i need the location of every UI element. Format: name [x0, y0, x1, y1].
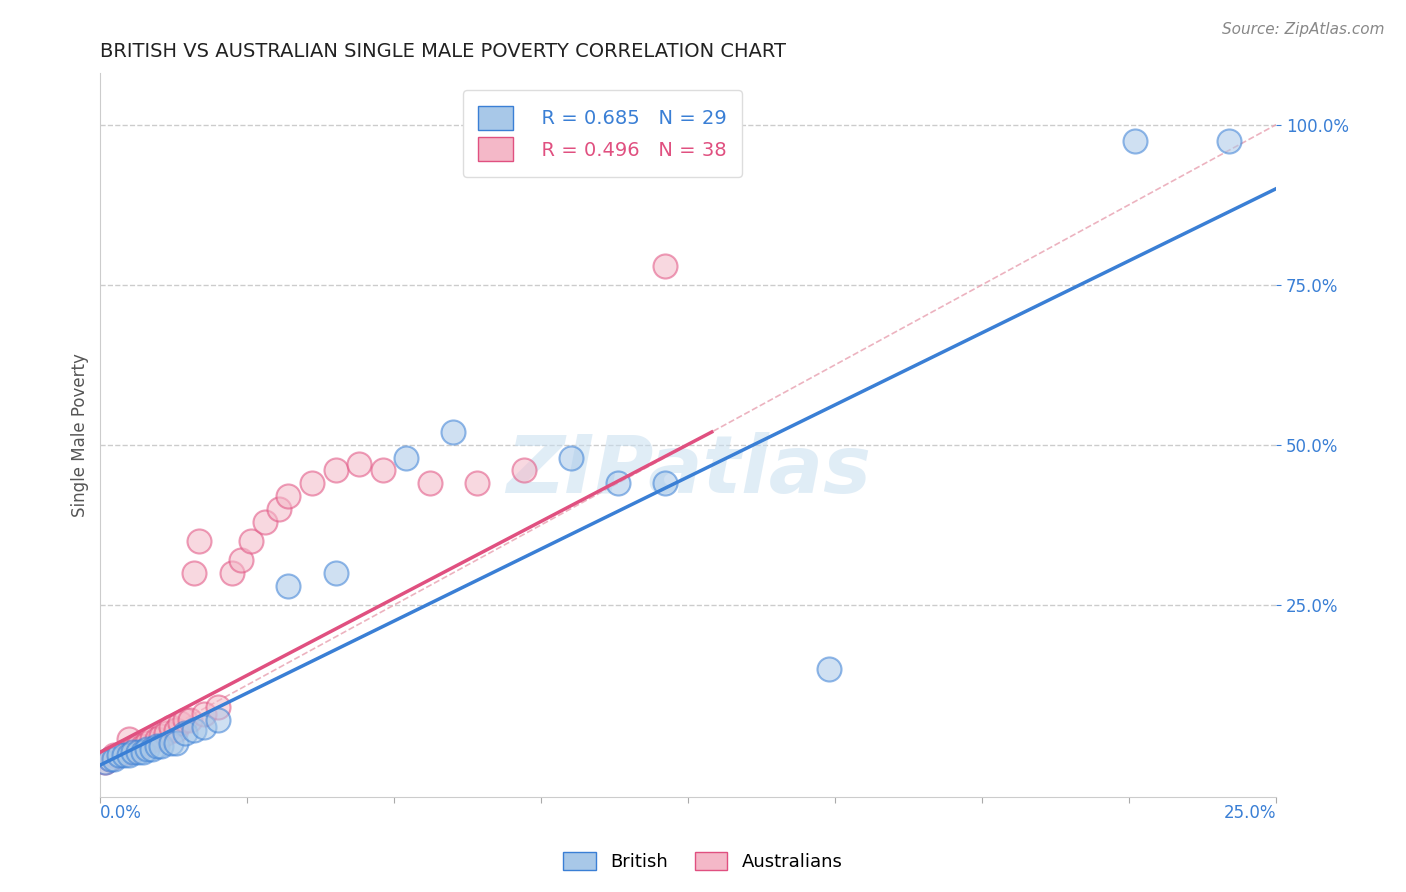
Point: [183, 566, 205, 580]
Point: [127, 739, 149, 753]
Point: [169, 716, 191, 731]
Text: BRITISH VS AUSTRALIAN SINGLE MALE POVERTY CORRELATION CHART: BRITISH VS AUSTRALIAN SINGLE MALE POVERT…: [100, 42, 786, 61]
Point: [253, 515, 276, 529]
Point: [179, 713, 201, 727]
Point: [94, 755, 117, 769]
Text: 0.0%: 0.0%: [100, 804, 142, 822]
Point: [277, 579, 299, 593]
Text: 25.0%: 25.0%: [1223, 804, 1277, 822]
Point: [606, 476, 628, 491]
Point: [141, 732, 163, 747]
Point: [117, 745, 139, 759]
Point: [1123, 134, 1146, 148]
Point: [347, 457, 370, 471]
Point: [165, 735, 187, 749]
Point: [150, 729, 173, 743]
Legend:   R = 0.685   N = 29,   R = 0.496   N = 38: R = 0.685 N = 29, R = 0.496 N = 38: [463, 90, 742, 177]
Point: [122, 745, 145, 759]
Point: [94, 755, 117, 769]
Point: [221, 566, 243, 580]
Point: [131, 745, 153, 759]
Point: [146, 739, 169, 753]
Point: [654, 476, 676, 491]
Point: [155, 726, 177, 740]
Point: [193, 720, 215, 734]
Point: [512, 463, 534, 477]
Point: [108, 748, 131, 763]
Point: [127, 745, 149, 759]
Point: [183, 723, 205, 737]
Point: [174, 713, 197, 727]
Point: [207, 700, 229, 714]
Point: [103, 748, 125, 763]
Point: [818, 662, 841, 676]
Text: Source: ZipAtlas.com: Source: ZipAtlas.com: [1222, 22, 1385, 37]
Point: [465, 476, 488, 491]
Point: [654, 259, 676, 273]
Point: [441, 425, 464, 439]
Point: [165, 723, 187, 737]
Point: [193, 706, 215, 721]
Y-axis label: Single Male Poverty: Single Male Poverty: [72, 353, 89, 517]
Point: [117, 732, 139, 747]
Point: [136, 742, 159, 756]
Point: [98, 751, 121, 765]
Point: [174, 726, 197, 740]
Point: [160, 720, 183, 734]
Point: [160, 735, 183, 749]
Text: ZIPatlas: ZIPatlas: [506, 433, 870, 510]
Point: [108, 748, 131, 763]
Point: [131, 739, 153, 753]
Point: [267, 501, 290, 516]
Point: [150, 739, 173, 753]
Point: [560, 450, 582, 465]
Point: [103, 751, 125, 765]
Point: [98, 751, 121, 765]
Point: [117, 748, 139, 763]
Point: [146, 732, 169, 747]
Point: [325, 566, 347, 580]
Point: [1218, 134, 1240, 148]
Point: [395, 450, 418, 465]
Legend: British, Australians: British, Australians: [555, 845, 851, 879]
Point: [136, 735, 159, 749]
Point: [112, 748, 135, 763]
Point: [122, 742, 145, 756]
Point: [231, 553, 253, 567]
Point: [239, 533, 262, 548]
Point: [141, 742, 163, 756]
Point: [207, 713, 229, 727]
Point: [301, 476, 323, 491]
Point: [325, 463, 347, 477]
Point: [188, 533, 211, 548]
Point: [112, 745, 135, 759]
Point: [371, 463, 394, 477]
Point: [419, 476, 441, 491]
Point: [277, 489, 299, 503]
